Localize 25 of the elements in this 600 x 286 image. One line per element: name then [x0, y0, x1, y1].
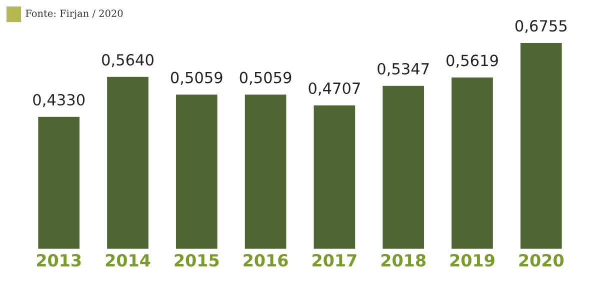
- x-tick-label: 2017: [312, 254, 356, 267]
- bar: [107, 76, 148, 249]
- bar: [176, 94, 218, 249]
- bar: [452, 78, 493, 249]
- x-tick-label: 2015: [174, 254, 219, 267]
- x-tick-label: 2016: [244, 254, 288, 267]
- x-tick-label: 2013: [36, 254, 81, 267]
- data-label: 0,5640: [102, 54, 154, 68]
- source-note: Fonte: Firjan / 2020: [26, 10, 123, 20]
- x-tick-label: 2014: [106, 254, 150, 267]
- bar: [520, 42, 562, 249]
- data-label: 0,6755: [515, 20, 567, 34]
- data-label: 0,4330: [33, 94, 85, 108]
- bar: [38, 116, 80, 249]
- data-label: 0,5059: [170, 72, 222, 85]
- x-tick-label: 2020: [519, 254, 564, 267]
- data-label: 0,5619: [446, 54, 498, 68]
- bar: [244, 94, 286, 249]
- bar: [382, 86, 424, 249]
- data-label: 0,5059: [240, 72, 292, 85]
- data-label: 0,4707: [308, 82, 360, 96]
- x-tick-label: 2019: [450, 254, 494, 267]
- x-tick-label: 2018: [381, 254, 426, 267]
- bar: [314, 105, 356, 249]
- data-label: 0,5347: [378, 62, 429, 76]
